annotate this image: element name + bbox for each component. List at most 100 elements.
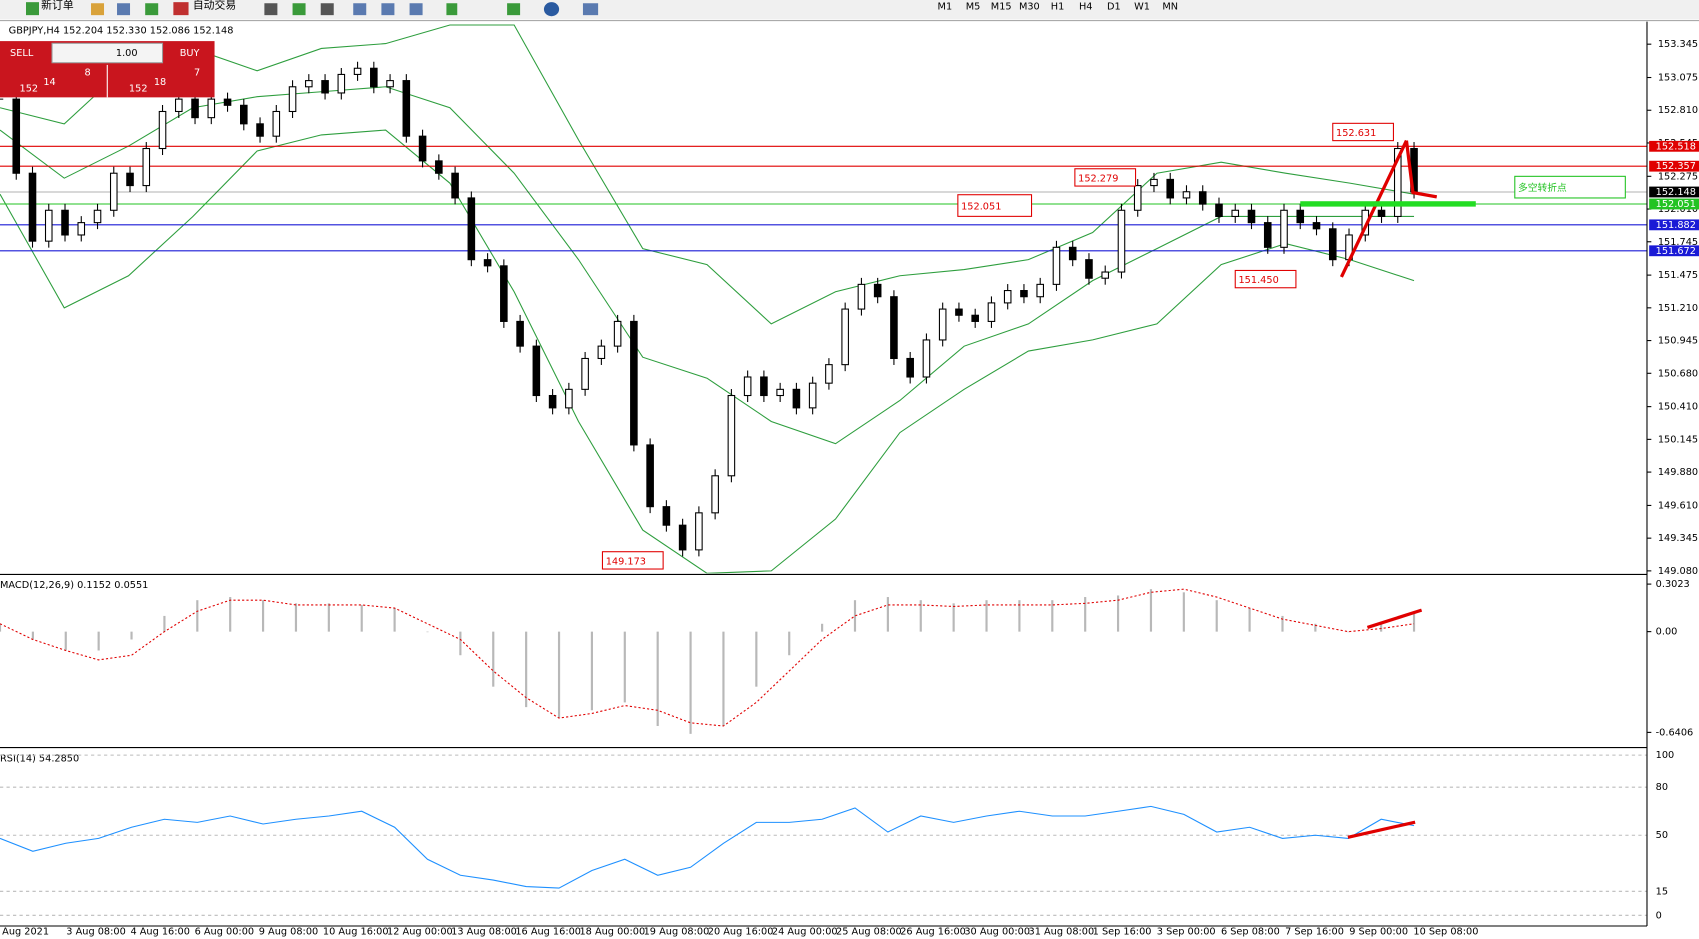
macd-bar — [1347, 631, 1350, 633]
sell-price-small: 152 — [20, 84, 39, 95]
candle-body — [77, 222, 86, 236]
x-tick-label: 6 Sep 08:00 — [1221, 926, 1280, 937]
lot-input[interactable] — [51, 42, 164, 64]
y-tick-label: 152.010 — [1658, 204, 1698, 215]
candle-body — [337, 73, 346, 94]
axes: 153.345153.075152.810152.545152.275152.0… — [0, 21, 1699, 937]
candle-body — [1068, 246, 1077, 261]
timeframe-button[interactable]: M1 — [938, 1, 953, 12]
candle-body — [1085, 259, 1093, 279]
timeframe-button[interactable]: H1 — [1051, 1, 1065, 12]
x-tick-label: Aug 2021 — [2, 926, 49, 937]
sell-button[interactable]: SELL — [10, 48, 34, 59]
buy-button[interactable]: BUY — [180, 48, 200, 59]
candle-body — [938, 308, 947, 341]
candle-body — [873, 283, 882, 298]
x-tick-label: 12 Aug 00:00 — [387, 926, 453, 937]
macd-bar — [1084, 597, 1087, 632]
annotation-box — [1234, 269, 1297, 289]
candle-body — [760, 376, 768, 397]
timeframe-button[interactable]: M30 — [1019, 1, 1040, 12]
candle-body — [321, 80, 329, 94]
x-tick-label: 24 Aug 00:00 — [772, 926, 838, 937]
price-panel — [0, 24, 1647, 574]
candle-body — [435, 160, 443, 174]
candle-body — [532, 345, 541, 397]
candle-body — [1377, 209, 1386, 217]
level-label: 152.051 — [1656, 199, 1696, 210]
macd-bar — [360, 604, 363, 632]
annotation-label: 151.450 — [1238, 275, 1278, 286]
bollinger-middle — [0, 86, 1415, 445]
annotation-box — [1332, 122, 1394, 142]
annotation-box — [1074, 168, 1137, 187]
candle-body — [581, 357, 589, 390]
buy-price-small: 152 — [129, 84, 148, 95]
candle-body — [630, 320, 638, 446]
x-tick-label: 19 Aug 08:00 — [644, 926, 710, 937]
macd-bar — [985, 600, 988, 632]
timeframe-button[interactable]: MN — [1162, 1, 1178, 12]
y-tick-label: 151.475 — [1658, 270, 1698, 281]
macd-bar — [952, 603, 955, 632]
macd-panel: MACD(12,26,9) 0.1152 0.0551 — [0, 580, 1416, 734]
y-tick-label: 100 — [1656, 750, 1675, 761]
timeframe-button[interactable]: H4 — [1079, 1, 1093, 12]
macd-bar — [821, 623, 824, 632]
x-tick-label: 20 Aug 16:00 — [708, 926, 774, 937]
candle-body — [841, 308, 849, 366]
candle-body — [857, 283, 866, 310]
y-tick-label: 149.345 — [1658, 533, 1698, 544]
x-tick-label: 3 Sep 00:00 — [1157, 926, 1216, 937]
macd-bar — [393, 608, 396, 632]
y-tick-label: 150.410 — [1658, 402, 1698, 413]
x-tick-label: 30 Aug 00:00 — [964, 926, 1030, 937]
x-tick-label: 9 Aug 08:00 — [259, 926, 319, 937]
y-tick-label: 80 — [1656, 782, 1668, 793]
macd-bar — [557, 631, 561, 719]
level-label: 152.357 — [1656, 161, 1696, 172]
macd-bar — [1248, 608, 1251, 632]
macd-bar — [97, 631, 100, 651]
candle-body — [1003, 290, 1012, 304]
y-tick-label: 152.810 — [1658, 105, 1698, 116]
annotation-label: 149.173 — [606, 556, 646, 567]
auto-trading-button[interactable]: 自动交易 — [193, 0, 236, 11]
timeframe-button[interactable]: W1 — [1134, 1, 1150, 12]
timeframe-button[interactable]: M5 — [966, 1, 981, 12]
candle-body — [126, 172, 134, 187]
annotation-label: 152.051 — [961, 202, 1001, 213]
candle-body — [727, 394, 736, 477]
candle-body — [1231, 209, 1240, 217]
candle-body — [305, 80, 313, 88]
candle-body — [256, 123, 264, 137]
candle-body — [1117, 209, 1126, 273]
candle-body — [1036, 283, 1044, 298]
y-tick-label: 149.880 — [1658, 467, 1698, 478]
candle-body — [646, 444, 654, 508]
level-tag — [1649, 245, 1699, 257]
sell-price-big: 14 — [43, 77, 55, 88]
macd-signal — [0, 588, 1415, 727]
x-tick-label: 25 Aug 08:00 — [836, 926, 902, 937]
timeframe-button[interactable]: D1 — [1107, 1, 1121, 12]
macd-bar — [1182, 592, 1185, 632]
buy-price-sup: 7 — [194, 67, 200, 78]
level-label: 151.882 — [1656, 220, 1696, 231]
macd-bar — [1314, 623, 1317, 632]
macd-bar — [919, 600, 922, 632]
macd-bar — [1018, 600, 1021, 632]
candle-body — [370, 67, 378, 88]
y-tick-label: 153.075 — [1658, 73, 1698, 84]
candle-body — [288, 86, 297, 113]
macd-bar — [0, 623, 2, 632]
candle-body — [109, 172, 118, 211]
x-tick-label: 10 Sep 08:00 — [1413, 926, 1478, 937]
candle-body — [1150, 178, 1158, 187]
candle-body — [971, 314, 979, 322]
level-label: 151.672 — [1656, 246, 1696, 257]
order-panel: 1.00 SELL BUY 152 14 8 152 18 7 — [0, 41, 215, 98]
macd-bar — [853, 600, 857, 632]
new-order-button[interactable]: 新订单 — [41, 0, 74, 11]
timeframe-button[interactable]: M15 — [991, 1, 1012, 12]
